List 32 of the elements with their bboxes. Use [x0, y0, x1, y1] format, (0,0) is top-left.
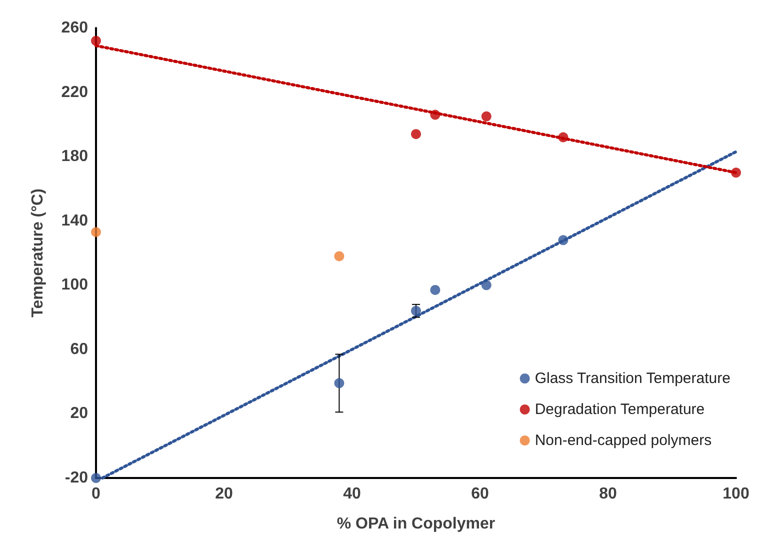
y-tick-label: -20 — [64, 470, 88, 486]
point — [91, 36, 101, 46]
point — [558, 132, 568, 142]
y-tick-label: 180 — [61, 148, 88, 166]
legend-label: Degradation Temperature — [534, 401, 705, 418]
y-tick-label: 20 — [70, 405, 88, 422]
y-tick-label: 100 — [61, 276, 88, 294]
x-tick-label: 80 — [599, 486, 617, 502]
point — [334, 251, 344, 262]
x-tick-label: 40 — [343, 486, 361, 502]
point — [558, 235, 568, 246]
point — [430, 284, 440, 295]
legend-label: Non-end-capped polymers — [534, 432, 712, 449]
x-tick-label: 60 — [471, 486, 489, 502]
point — [411, 129, 421, 140]
y-tick-label: 140 — [61, 212, 88, 230]
point — [731, 168, 741, 178]
point — [481, 111, 492, 122]
y-tick-label: 260 — [61, 20, 88, 36]
y-axis-title: Temperature (°C) — [30, 188, 46, 318]
legend-label: Glass Transition Temperature — [534, 370, 730, 387]
y-tick-label: 220 — [61, 84, 88, 101]
point — [481, 280, 492, 290]
point — [91, 473, 101, 483]
x-axis-title: % OPA in Copolymer — [336, 516, 496, 532]
point — [334, 378, 344, 388]
point — [91, 227, 101, 238]
x-tick-label: 100 — [722, 486, 750, 502]
x-tick-label: 0 — [92, 486, 101, 502]
x-tick-label: 20 — [215, 486, 233, 502]
y-tick-label: 60 — [70, 340, 88, 358]
point — [430, 110, 440, 120]
